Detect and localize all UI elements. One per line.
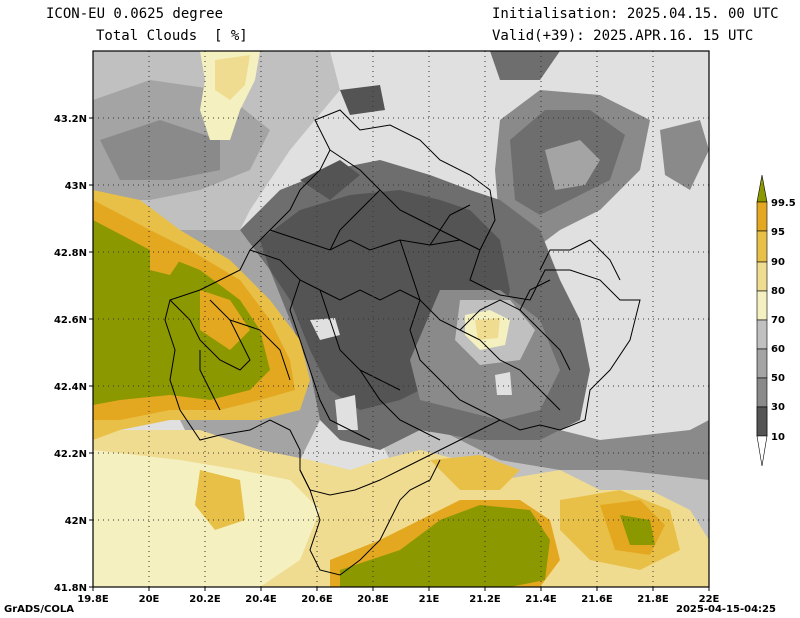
lat-tick-label: 42.4N (54, 382, 87, 393)
colorbar-segment (756, 230, 768, 263)
lon-tick-label: 19.8E (77, 594, 109, 605)
colorbar-label: 10 (771, 432, 785, 443)
colorbar: 99.5 95 90 80 70 60 50 30 10 (756, 174, 796, 467)
colorbar-segment (756, 174, 768, 203)
lon-tick-label: 21.8E (637, 594, 669, 605)
colorbar-segment (756, 319, 768, 350)
software-credit: GrADS/COLA (4, 604, 74, 615)
colorbar-label: 30 (771, 402, 785, 413)
render-timestamp: 2025-04-15-04:25 (676, 604, 776, 615)
init-time: Initialisation: 2025.04.15. 00 UTC (492, 6, 779, 22)
colorbar-label: 50 (771, 373, 785, 384)
lon-tick-label: 20.6E (301, 594, 333, 605)
valid-time: Valid(+39): 2025.APR.16. 15 UTC (492, 28, 754, 44)
colorbar-segment (756, 435, 768, 467)
model-title: ICON-EU 0.0625 degree (46, 6, 224, 22)
lat-tick-label: 41.8N (54, 583, 87, 594)
lat-tick-label: 42N (65, 516, 87, 527)
colorbar-segment (756, 290, 768, 321)
lat-tick-label: 43N (65, 181, 87, 192)
colorbar-label: 80 (771, 286, 785, 297)
colorbar-label: 60 (771, 344, 785, 355)
borders (164, 109, 641, 576)
lon-tick-label: 20.4E (245, 594, 277, 605)
lat-tick-label: 42.2N (54, 449, 87, 460)
colorbar-segment (756, 377, 768, 408)
lat-tick-label: 43.2N (54, 114, 87, 125)
lat-axis: 43.2N 43N 42.8N 42.6N 42.4N 42.2N 42N 41.8N (54, 114, 93, 594)
colorbar-label: 90 (771, 257, 785, 268)
lon-tick-label: 20.8E (357, 594, 389, 605)
lon-tick-label: 21.2E (469, 594, 501, 605)
colorbar-label: 70 (771, 315, 785, 326)
colorbar-segment (756, 201, 768, 232)
cloud-field (93, 51, 709, 587)
colorbar-label: 99.5 (771, 198, 796, 209)
colorbar-label: 95 (771, 227, 785, 238)
colorbar-segment (756, 348, 768, 379)
lon-axis: 19.8E 20E 20.2E 20.4E 20.6E 20.8E 21E 21.2E 21.4… (77, 587, 720, 605)
lon-tick-label: 21.6E (581, 594, 613, 605)
lon-tick-label: 21.4E (525, 594, 557, 605)
lat-tick-label: 42.6N (54, 315, 87, 326)
lon-tick-label: 21E (419, 594, 440, 605)
variable-title: Total Clouds [ %] (96, 28, 248, 44)
lat-tick-label: 42.8N (54, 248, 87, 259)
lon-tick-label: 20.2E (189, 594, 221, 605)
colorbar-segment (756, 406, 768, 437)
colorbar-segment (756, 261, 768, 292)
lon-tick-label: 22E (699, 594, 720, 605)
lon-tick-label: 20E (139, 594, 160, 605)
